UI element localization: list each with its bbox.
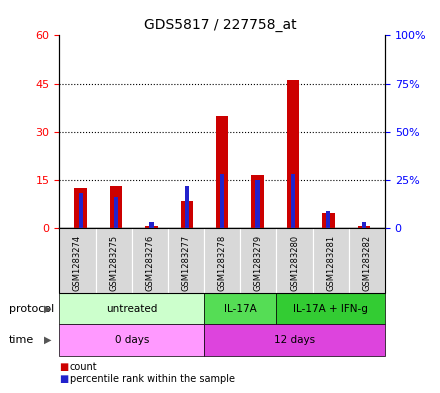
Bar [185,185,189,228]
Text: GDS5817 / 227758_at: GDS5817 / 227758_at [144,18,296,32]
Bar [149,222,154,228]
Bar [322,213,334,228]
Bar [287,80,299,228]
Text: GSM1283282: GSM1283282 [363,235,371,291]
Text: GSM1283276: GSM1283276 [145,235,154,291]
Bar [216,116,228,228]
Bar [326,211,330,228]
Text: count: count [70,362,97,373]
Text: protocol: protocol [9,303,54,314]
Text: ▶: ▶ [44,303,51,314]
Bar [256,180,260,228]
Text: untreated: untreated [106,303,158,314]
Text: ▶: ▶ [44,335,51,345]
Text: 12 days: 12 days [274,335,315,345]
Bar [358,226,370,228]
Bar [145,226,158,228]
Text: 0 days: 0 days [114,335,149,345]
Text: percentile rank within the sample: percentile rank within the sample [70,374,235,384]
Bar [251,175,264,228]
Text: GSM1283279: GSM1283279 [254,235,263,291]
Text: IL-17A + IFN-g: IL-17A + IFN-g [293,303,368,314]
Text: IL-17A: IL-17A [224,303,257,314]
Text: GSM1283281: GSM1283281 [326,235,335,291]
Bar [362,222,366,228]
Text: GSM1283277: GSM1283277 [182,235,191,291]
Text: ■: ■ [59,362,69,373]
Bar [78,193,83,228]
Bar [74,188,87,228]
Text: GSM1283278: GSM1283278 [218,235,227,291]
Text: ■: ■ [59,374,69,384]
Text: GSM1283280: GSM1283280 [290,235,299,291]
Bar [220,174,224,228]
Bar [110,186,122,228]
Bar [180,201,193,228]
Text: GSM1283274: GSM1283274 [73,235,82,291]
Bar [114,197,118,228]
Text: GSM1283275: GSM1283275 [109,235,118,291]
Bar [291,174,295,228]
Text: time: time [9,335,34,345]
